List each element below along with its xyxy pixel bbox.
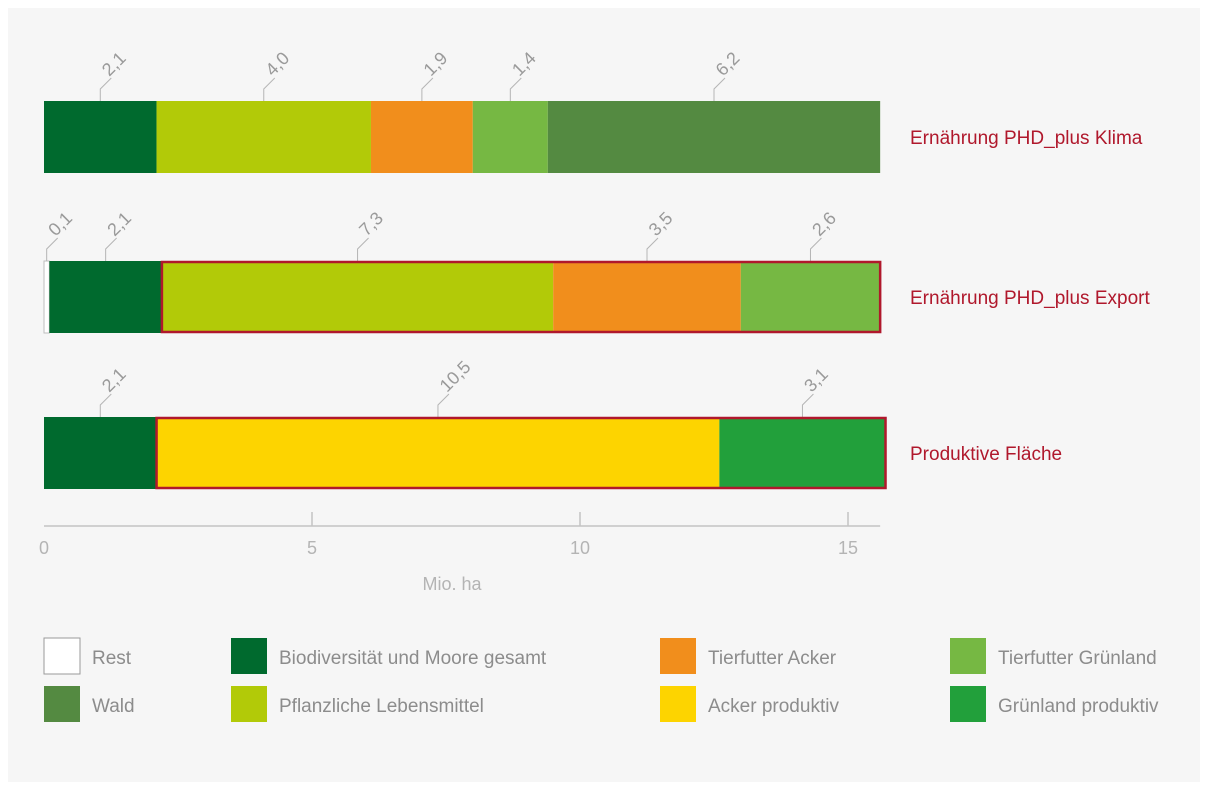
x-tick-label: 15 — [838, 538, 858, 558]
bar-segment — [472, 101, 548, 173]
bar-segment — [719, 417, 886, 489]
legend-label: Grünland produktiv — [998, 696, 1159, 717]
legend-label: Pflanzliche Lebensmittel — [279, 696, 484, 717]
row-label: Ernährung PHD_plus Export — [910, 288, 1150, 309]
bar-segment — [44, 101, 157, 173]
bar-segment — [161, 261, 554, 333]
leader-line — [801, 393, 814, 417]
legend-label: Biodiversität und Moore gesamt — [279, 648, 547, 669]
leader-line — [713, 77, 726, 101]
leader-line — [646, 237, 659, 261]
bar-segment — [156, 101, 371, 173]
bar-segment — [370, 101, 473, 173]
highlight-frame — [155, 416, 887, 490]
leader-line — [263, 77, 276, 101]
leader-line — [99, 393, 112, 417]
value-label: 1,4 — [508, 48, 540, 80]
leader-line — [421, 77, 434, 101]
bar-segment — [156, 417, 720, 489]
leader-line — [509, 77, 522, 101]
leader-line — [99, 77, 112, 101]
legend-swatch — [231, 638, 267, 674]
legend-swatch — [950, 686, 986, 722]
legend-swatch — [44, 686, 80, 722]
leader-line — [105, 237, 117, 261]
legend-label: Wald — [92, 696, 135, 717]
value-label: 2,1 — [103, 208, 135, 240]
legend-swatch — [950, 638, 986, 674]
value-label: 1,9 — [420, 48, 452, 80]
x-tick-label: 10 — [570, 538, 590, 558]
legend-swatch — [231, 686, 267, 722]
row-label: Ernährung PHD_plus Klima — [910, 128, 1143, 149]
value-label: 3,5 — [645, 208, 677, 240]
leader-line — [357, 237, 369, 261]
legend-swatch — [43, 637, 81, 675]
legend-label: Rest — [92, 648, 132, 669]
bar-segment — [547, 101, 881, 173]
x-tick-label: 0 — [39, 538, 49, 558]
value-label: 2,1 — [98, 48, 130, 80]
x-tick-label: 5 — [307, 538, 317, 558]
value-label: 3,1 — [800, 364, 832, 396]
bar-segment — [44, 417, 157, 489]
stacked-bar-chart: 2,1 4,0 1,9 1,4 6,2 Ernährung PHD_plus Klima 0… — [39, 48, 1159, 722]
legend-swatch — [660, 686, 696, 722]
legend-swatch — [660, 638, 696, 674]
legend-label: Tierfutter Grünland — [998, 648, 1157, 669]
bar-segment — [553, 261, 741, 333]
bar-segment — [740, 261, 881, 333]
value-label: 0,1 — [44, 208, 76, 240]
leader-line — [437, 393, 450, 417]
leader-line — [46, 237, 59, 261]
bar-segment — [43, 260, 50, 334]
value-label: 6,2 — [712, 48, 744, 80]
value-label: 10,5 — [436, 357, 475, 396]
highlight-frame — [160, 260, 882, 334]
value-label: 7,3 — [355, 208, 387, 240]
legend-label: Acker produktiv — [708, 696, 839, 717]
chart-panel: 2,1 4,0 1,9 1,4 6,2 Ernährung PHD_plus Klima 0… — [8, 8, 1200, 782]
value-label: 2,1 — [98, 364, 130, 396]
leader-line — [809, 237, 822, 261]
legend-label: Tierfutter Acker — [708, 648, 837, 669]
bar-segment — [49, 261, 162, 333]
x-axis-title: Mio. ha — [422, 574, 482, 594]
value-label: 2,6 — [808, 208, 840, 240]
value-label: 4,0 — [261, 48, 293, 80]
row-label: Produktive Fläche — [910, 444, 1062, 465]
